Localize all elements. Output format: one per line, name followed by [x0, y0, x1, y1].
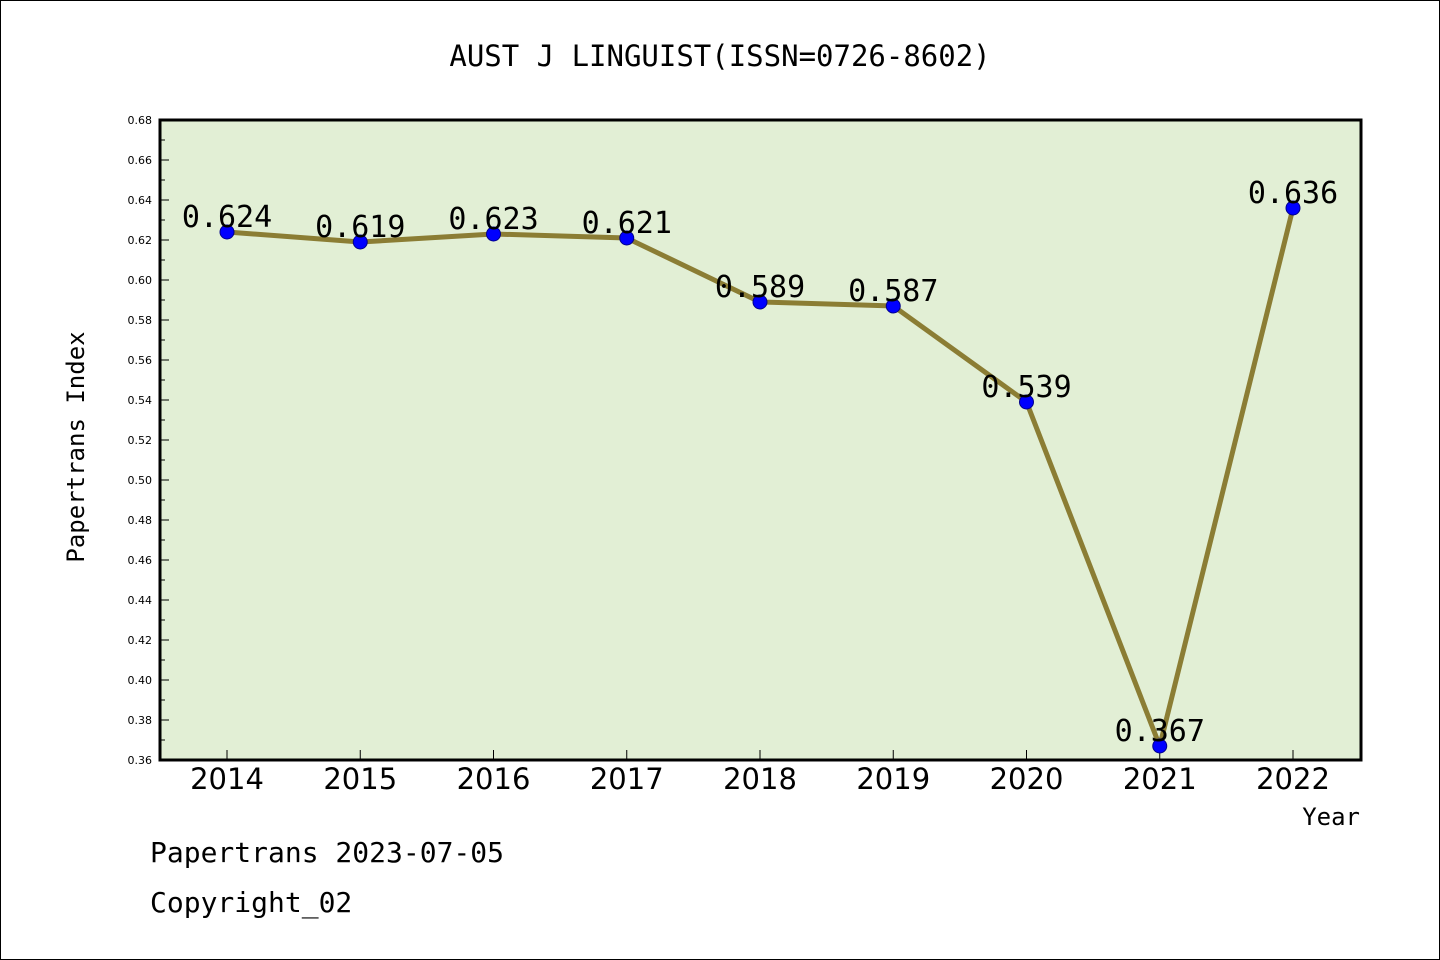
y-tick-label: 0.44: [128, 594, 153, 607]
y-tick-label: 0.46: [128, 554, 153, 567]
footer-copyright: Copyright_02: [150, 886, 353, 919]
y-tick-label: 0.64: [128, 194, 153, 207]
data-point: [352, 234, 368, 250]
y-tick-label: 0.40: [128, 674, 153, 687]
data-point: [486, 226, 501, 242]
data-label: 0.621: [582, 206, 672, 241]
data-point: [885, 298, 901, 314]
y-tick-label: 0.58: [128, 314, 153, 327]
y-tick-label: 0.36: [128, 754, 153, 767]
x-tick-label: 2014: [190, 762, 264, 796]
y-tick-label: 0.68: [128, 114, 153, 127]
y-tick-label: 0.48: [128, 514, 153, 527]
data-label: 0.636: [1248, 176, 1338, 211]
x-tick-label: 2016: [457, 762, 531, 796]
x-tick-label: 2020: [990, 762, 1064, 796]
data-point: [752, 294, 768, 310]
chart-title: AUST J LINGUIST(ISSN=0726-8602): [449, 39, 990, 73]
data-label: 0.589: [715, 270, 805, 305]
y-tick-label: 0.62: [128, 234, 153, 247]
x-tick-label: 2021: [1123, 762, 1197, 796]
footer-date: Papertrans 2023-07-05: [150, 836, 505, 869]
y-tick-label: 0.56: [128, 354, 153, 367]
x-tick-label: 2018: [723, 762, 797, 796]
data-point: [1285, 200, 1301, 216]
data-label: 0.587: [848, 274, 938, 309]
data-label: 0.367: [1115, 714, 1205, 749]
x-tick-label: 2015: [323, 762, 397, 796]
data-point: [1019, 394, 1034, 410]
data-label: 0.624: [182, 200, 272, 235]
y-tick-label: 0.60: [128, 274, 153, 287]
x-axis: 2014 2015 2016 2017 2018 2019 2020 2021 2022: [190, 750, 1330, 796]
y-axis: 0.36 0.38 0.40 0.42 0.44 0.46 0.48 0.50 0.52 0.54…: [128, 114, 169, 767]
data-label: 0.539: [981, 370, 1071, 405]
x-axis-title: Year: [1302, 803, 1360, 831]
x-tick-label: 2017: [590, 762, 664, 796]
y-tick-label: 0.52: [128, 434, 153, 447]
data-label: 0.619: [315, 210, 405, 245]
data-point: [1152, 738, 1168, 754]
x-tick-label: 2022: [1256, 762, 1330, 796]
data-label: 0.623: [448, 202, 538, 237]
y-tick-label: 0.38: [128, 714, 153, 727]
data-point: [619, 230, 635, 246]
y-tick-label: 0.54: [128, 394, 153, 407]
plot-area: [158, 118, 1363, 762]
y-tick-label: 0.66: [128, 154, 153, 167]
data-series: 0.624 0.619 0.623 0.621 0.589 0.587 0.539 0.367…: [182, 176, 1338, 754]
y-tick-label: 0.50: [128, 474, 153, 487]
x-tick-label: 2019: [856, 762, 930, 796]
y-axis-title: Papertrans Index: [62, 331, 90, 562]
data-point: [219, 224, 235, 240]
y-tick-label: 0.42: [128, 634, 153, 647]
